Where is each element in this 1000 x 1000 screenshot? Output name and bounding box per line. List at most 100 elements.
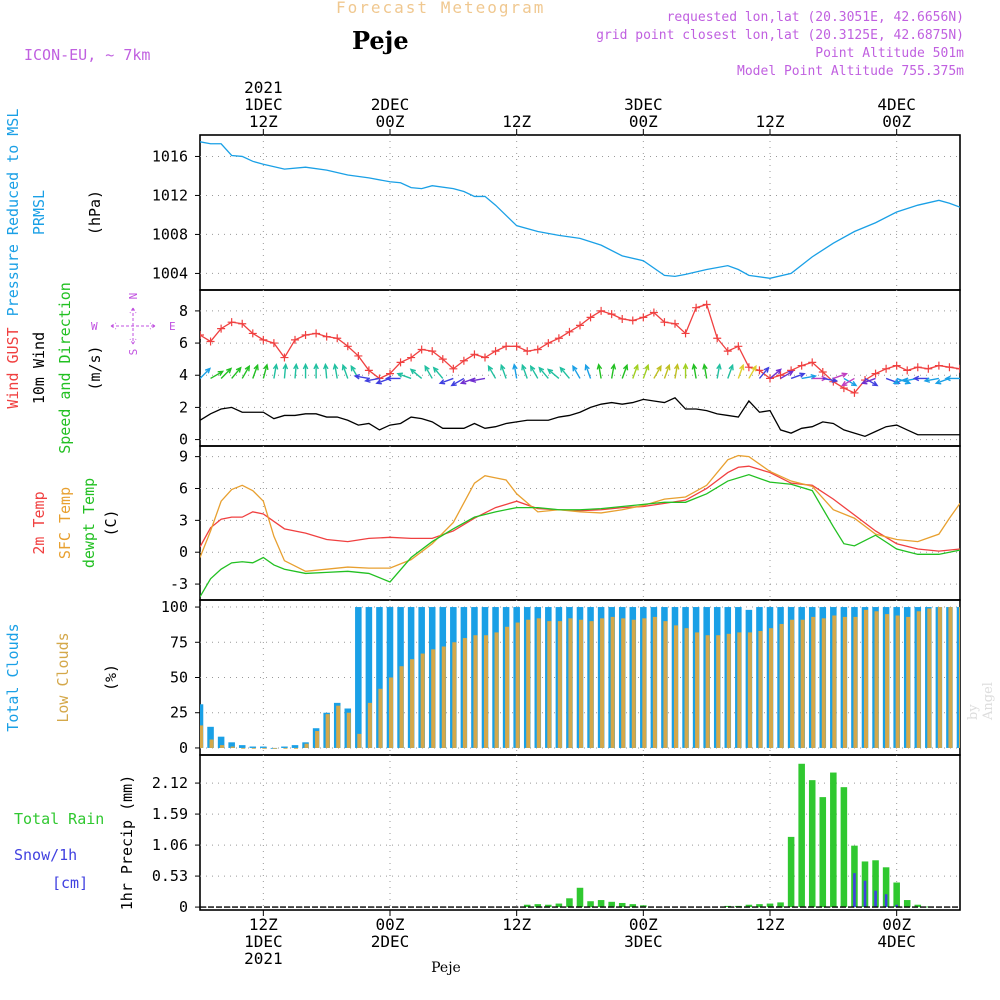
wind-direction-arrow: [833, 373, 847, 380]
gust-marker: [671, 319, 679, 328]
wind-direction-arrow: [758, 367, 769, 379]
xtick-bottom-label: 00Z: [376, 915, 405, 934]
wind-arrow-head: [538, 366, 545, 373]
ytick-label: 1016: [152, 147, 188, 165]
series-group-precip: [200, 763, 960, 908]
xtick-top-label: 12Z: [756, 112, 785, 131]
wind-arrow-head: [529, 364, 536, 372]
wind-arrow-head: [799, 372, 806, 378]
gust-marker: [681, 329, 690, 338]
wind-direction-arrow: [273, 364, 278, 379]
xtick-bottom-label: 12Z: [502, 915, 531, 934]
bar-clouds-1: [251, 747, 256, 749]
wind-arrow-head: [450, 380, 457, 387]
bar-clouds-1: [483, 635, 489, 748]
wind-arrow-head: [253, 363, 259, 371]
point-altitude: Point Altitude 501m: [815, 46, 964, 61]
wind-direction-arrow: [252, 365, 259, 379]
wind-direction-arrow: [585, 365, 592, 379]
bar-clouds-1: [842, 616, 847, 748]
wind-direction-arrow: [610, 364, 615, 379]
ytick-label: 100: [161, 598, 188, 616]
series-line-pressure-0: [200, 141, 960, 279]
gust-marker: [523, 347, 532, 356]
bar-clouds-1: [283, 747, 288, 749]
ytick-label: 0: [179, 431, 188, 449]
ylabel-clouds-1: Low Clouds: [54, 632, 72, 722]
model-point-altitude: Model Point Altitude 755.375m: [737, 64, 964, 79]
bar-clouds-1: [758, 631, 763, 748]
ytick-label: 0.53: [152, 867, 188, 885]
wind-direction-arrow: [220, 368, 232, 379]
xtick-top-label: 12Z: [502, 112, 531, 131]
wind-arrow-head: [739, 363, 745, 371]
bar-clouds-1: [821, 618, 826, 748]
wind-arrow-head: [902, 377, 909, 383]
bar-clouds-1: [906, 616, 911, 748]
wind-arrow-head: [409, 368, 416, 375]
bar-clouds-1: [431, 649, 436, 748]
bar-clouds-1: [200, 725, 204, 748]
bar-clouds-1: [895, 615, 900, 748]
wind-arrow-head: [622, 363, 629, 371]
gust-marker: [533, 345, 542, 354]
bar-clouds-1: [515, 622, 520, 748]
requested-coords: requested lon,lat (20.3051E, 42.6656N): [666, 10, 964, 25]
bar-clouds-0: [355, 607, 362, 748]
gust-marker: [702, 300, 711, 309]
model-label: ICON-EU, ~ 7km: [24, 46, 151, 64]
wind-arrow-head: [728, 363, 734, 371]
bar-clouds-1: [768, 628, 774, 748]
bar-precip-0: [555, 903, 563, 908]
bar-precip-0: [597, 900, 605, 908]
ylabel-wind-1: 10m Wind: [30, 332, 48, 404]
series-line-temperature-2: [200, 473, 960, 598]
gust-marker: [333, 334, 342, 343]
bar-clouds-1: [557, 621, 562, 748]
bar-precip-0: [724, 905, 732, 908]
gust-marker: [502, 342, 511, 351]
wind-direction-arrow: [621, 365, 628, 379]
bar-clouds-0: [281, 746, 288, 748]
gust-marker: [576, 321, 584, 330]
ytick-label: 3: [179, 511, 188, 529]
ytick-label: 25: [170, 704, 188, 722]
wind-direction-arrow: [547, 368, 560, 379]
gust-marker: [291, 335, 299, 344]
bar-precip-1: [874, 890, 877, 908]
wind-direction-arrow: [487, 365, 497, 379]
ytick-label: 0: [179, 739, 188, 757]
wind-direction-arrow: [433, 367, 444, 379]
wind-direction-arrow: [451, 377, 465, 387]
wind-direction-arrow: [748, 365, 757, 379]
ytick-label: 2: [179, 398, 188, 416]
bar-precip-0: [566, 898, 573, 908]
bar-clouds-1: [684, 628, 689, 748]
gust-marker: [259, 335, 268, 344]
wind-direction-arrow: [924, 377, 940, 382]
bar-clouds-1: [937, 607, 942, 748]
xtick-bottom-label: 2DEC: [371, 932, 410, 951]
wind-arrow-head: [673, 363, 680, 370]
bar-precip-0: [534, 904, 542, 908]
bar-precip-0: [777, 902, 784, 908]
wind-arrow-head: [763, 366, 770, 373]
footer-station-label: Peje: [431, 960, 461, 976]
ylabel-temperature-2: dewpt Temp: [80, 478, 98, 568]
bar-clouds-0: [956, 607, 960, 748]
xtick-top-label: 3DEC: [624, 95, 663, 114]
wind-direction-arrow: [471, 377, 486, 382]
wind-direction-arrow: [521, 365, 528, 379]
wind-direction-arrow: [538, 367, 549, 379]
wind-direction-arrow: [737, 365, 744, 379]
ytick-label: 50: [170, 669, 188, 687]
gust-marker: [407, 353, 416, 362]
gust-marker: [956, 364, 960, 373]
wind-arrow-head: [353, 373, 361, 380]
grid-point-coords: grid point closest lon,lat (20.3125E, 42…: [596, 28, 964, 43]
gust-marker: [364, 366, 373, 375]
bar-clouds-1: [800, 619, 805, 748]
wind-direction-arrow: [342, 365, 349, 379]
wind-direction-arrow: [500, 365, 507, 379]
wind-direction-arrow: [692, 364, 697, 379]
